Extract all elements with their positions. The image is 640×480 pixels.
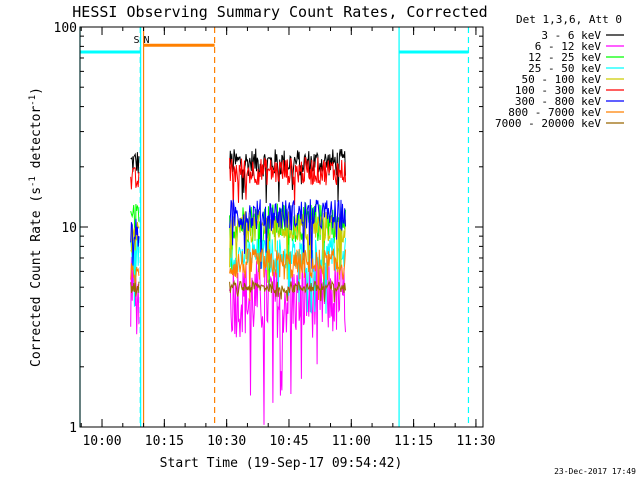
y-tick-label-2: 100 <box>54 21 77 36</box>
series-line-6 <box>130 199 346 270</box>
legend-title: Det 1,3,6, Att 0 <box>516 13 622 26</box>
x-tick-label-6: 11:30 <box>456 434 495 449</box>
legend-label-4: 50 - 100 keV <box>522 73 602 86</box>
legend-label-7: 800 - 7000 keV <box>508 106 601 119</box>
x-tick-label-5: 11:15 <box>394 434 433 449</box>
legend-label-5: 100 - 300 keV <box>515 84 601 97</box>
chart-title: HESSI Observing Summary Count Rates, Cor… <box>72 3 487 21</box>
x-tick-label-4: 11:00 <box>332 434 371 449</box>
x-tick-label-1: 10:15 <box>145 434 184 449</box>
legend-label-8: 7000 - 20000 keV <box>495 117 601 130</box>
legend-label-1: 6 - 12 keV <box>535 40 602 53</box>
timestamp-label: 23-Dec-2017 17:49 <box>554 467 636 476</box>
x-tick-label-0: 10:00 <box>82 434 121 449</box>
axes: 10:00 10:15 10:30 10:45 11:00 11:15 11:30 1 10 10… <box>54 21 496 449</box>
legend-label-3: 25 - 50 keV <box>528 62 601 75</box>
y-tick-label-0: 1 <box>69 421 77 436</box>
x-tick-label-2: 10:30 <box>207 434 246 449</box>
marker-s: S <box>133 35 139 46</box>
legend-label-6: 300 - 800 keV <box>515 95 601 108</box>
series-line-8 <box>130 279 346 303</box>
y-axis-label: Corrected Count Rate (s-1 detector-1) <box>28 87 44 367</box>
y-tick-label-1: 10 <box>61 221 77 236</box>
marker-n: N <box>143 35 149 46</box>
x-axis-label: Start Time (19-Sep-17 09:54:42) <box>160 456 403 471</box>
series-line-1 <box>130 256 346 425</box>
series-line-5 <box>130 156 346 211</box>
legend-label-2: 12 - 25 keV <box>528 51 601 64</box>
legend-label-0: 3 - 6 keV <box>541 29 601 42</box>
x-tick-label-3: 10:45 <box>269 434 308 449</box>
